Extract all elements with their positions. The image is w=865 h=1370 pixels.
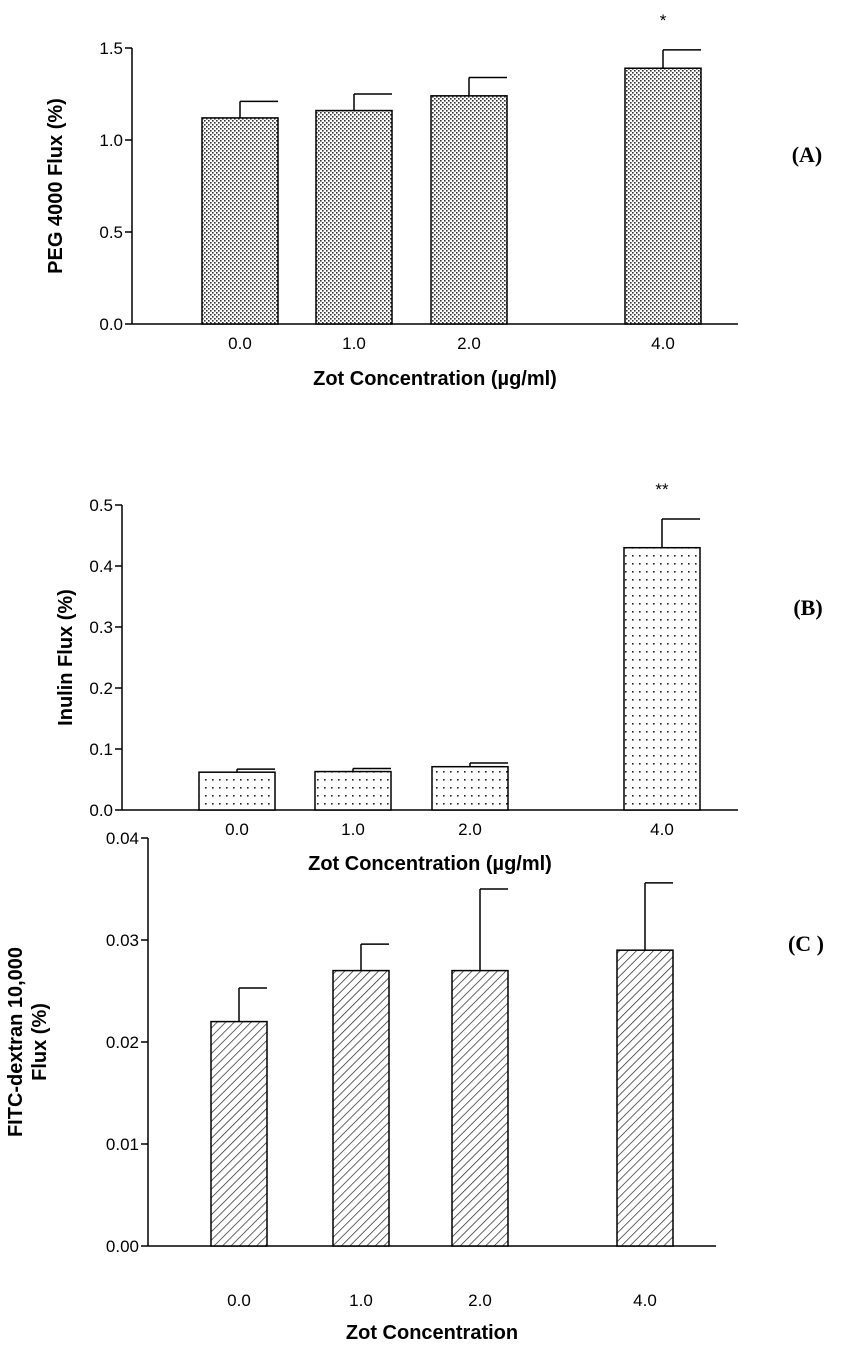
chart-1-bar <box>201 117 279 325</box>
chart-3-y-tick-label: 0.03 <box>106 931 139 950</box>
chart-3-y-axis-title: FITC-dextran 10,000 <box>5 947 27 1137</box>
chart-1-y-tick-label: 1.5 <box>99 39 123 58</box>
chart-2-y-tick-label: 0.4 <box>89 557 113 576</box>
chart-3-bar <box>451 969 509 1247</box>
chart-3-x-tick-label: 2.0 <box>468 1291 492 1310</box>
chart-2-x-tick-label: 1.0 <box>341 820 365 839</box>
chart-2-panel-label: (B) <box>793 595 822 620</box>
chart-3-y-tick-label: 0.04 <box>106 829 139 848</box>
chart-3-y-axis-title: Flux (%) <box>29 1003 51 1081</box>
chart-2-y-tick-label: 0.3 <box>89 618 113 637</box>
chart-2-x-axis-title: Zot Concentration (µg/ml) <box>308 853 552 875</box>
chart-1-x-tick-label: 1.0 <box>342 334 366 353</box>
chart-3-panel-label: (C ) <box>788 931 824 956</box>
chart-3-bar <box>616 949 674 1247</box>
chart-3-y-tick-label: 0.01 <box>106 1135 139 1154</box>
chart-3-y-tick-label: 0.02 <box>106 1033 139 1052</box>
chart-3-x-tick-label: 4.0 <box>633 1291 657 1310</box>
chart-2-y-tick-label: 0.5 <box>89 496 113 515</box>
chart-2-y-tick-label: 0.0 <box>89 801 113 820</box>
chart-1-x-tick-label: 2.0 <box>457 334 481 353</box>
chart-1-x-axis-title: Zot Concentration (µg/ml) <box>313 368 557 390</box>
chart-1-bar <box>624 67 702 325</box>
chart-1-y-axis-title: PEG 4000 Flux (%) <box>45 98 67 274</box>
chart-2-x-tick-label: 0.0 <box>225 820 249 839</box>
chart-1-bar <box>315 109 393 325</box>
chart-1-y-tick-label: 1.0 <box>99 131 123 150</box>
chart-2-bar <box>431 765 509 811</box>
chart-2-bar <box>623 546 701 811</box>
chart-1-x-tick-label: 0.0 <box>228 334 252 353</box>
chart-2-y-axis-title: Inulin Flux (%) <box>55 589 77 726</box>
chart-3-x-tick-label: 1.0 <box>349 1291 373 1310</box>
chart-2-x-tick-label: 4.0 <box>650 820 674 839</box>
chart-1-significance-marker: * <box>660 11 667 30</box>
chart-3-x-axis-title: Zot Concentration <box>346 1322 518 1344</box>
chart-1-bar <box>430 95 508 325</box>
chart-1-panel-label: (A) <box>792 142 823 167</box>
chart-2-significance-marker: ** <box>655 480 669 499</box>
chart-2-bar <box>198 771 276 811</box>
chart-3-bar <box>332 969 390 1247</box>
chart-1-y-tick-label: 0.5 <box>99 223 123 242</box>
chart-2-y-tick-label: 0.1 <box>89 740 113 759</box>
chart-2-x-tick-label: 2.0 <box>458 820 482 839</box>
chart-3-x-tick-label: 0.0 <box>227 1291 251 1310</box>
chart-1-y-tick-label: 0.0 <box>99 315 123 334</box>
chart-3-bar <box>210 1020 268 1247</box>
chart-2-bar <box>314 770 392 811</box>
chart-2-y-tick-label: 0.2 <box>89 679 113 698</box>
chart-3-y-tick-label: 0.00 <box>106 1237 139 1256</box>
chart-1-x-tick-label: 4.0 <box>651 334 675 353</box>
